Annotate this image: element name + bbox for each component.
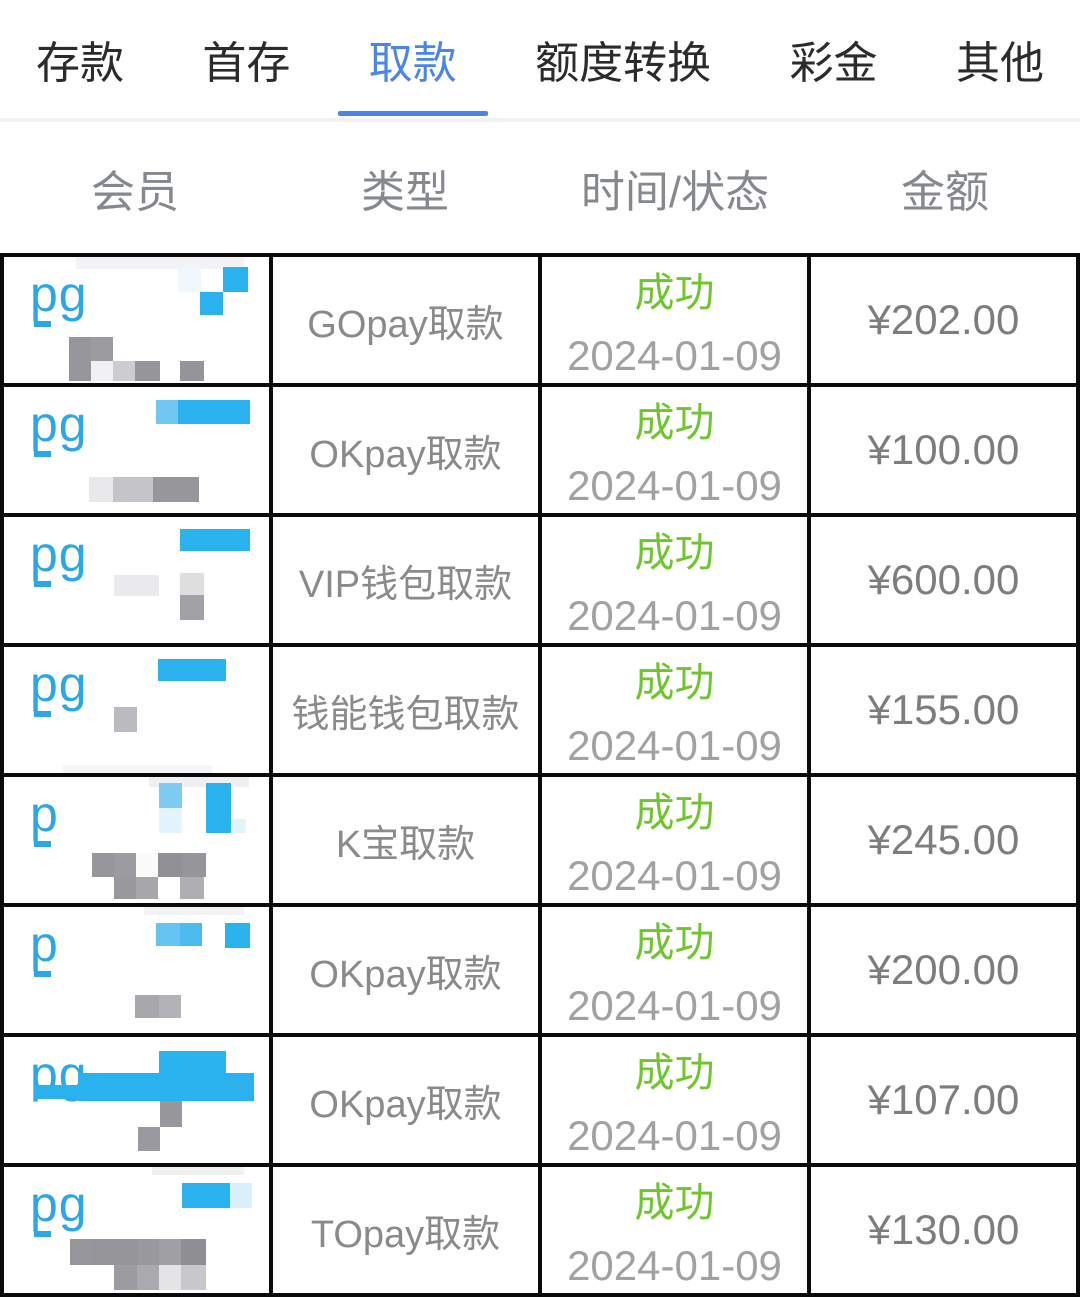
tab-bar: 存款 首存 取款 额度转换 彩金 其他 [0, 0, 1080, 118]
tab-quota-transfer[interactable]: 额度转换 [535, 0, 711, 118]
header-time-status: 时间/状态 [580, 167, 770, 217]
status-date: 2024-01-09 [567, 1112, 782, 1159]
member-name-visible: pg [30, 656, 88, 712]
amount-cell: ¥200.00 [811, 907, 1076, 1033]
active-tab-underline [337, 111, 488, 116]
member-cell: pg [4, 257, 269, 383]
status-cell: 成功 2024-01-09 [542, 1037, 807, 1163]
withdrawal-records-table: pg GOpay取款 成功 2024-01-09 ¥202.00 pg OKpa… [0, 253, 1080, 1297]
tab-label: 其他 [955, 39, 1044, 88]
member-name-visible: pg [30, 526, 88, 582]
status-text: 成功 [634, 921, 715, 965]
member-cell: p [4, 777, 269, 903]
member-name-visible: p [30, 916, 59, 972]
amount-cell: ¥202.00 [811, 257, 1076, 383]
amount-cell: ¥600.00 [811, 517, 1076, 643]
member-cell: pg [4, 1037, 269, 1163]
header-type: 类型 [361, 167, 449, 217]
type-cell: GOpay取款 [273, 257, 538, 383]
tab-withdrawal[interactable]: 取款 [337, 0, 488, 118]
header-amount: 金额 [901, 167, 989, 217]
redaction-mosaic [4, 907, 269, 1033]
status-text: 成功 [634, 1181, 715, 1225]
table-header-row: 会员 类型 时间/状态 金额 [0, 122, 1080, 253]
status-text: 成功 [634, 661, 715, 705]
type-cell: OKpay取款 [273, 907, 538, 1033]
redaction-mosaic [4, 777, 269, 903]
status-date: 2024-01-09 [567, 982, 782, 1029]
member-cell: pg [4, 647, 269, 773]
tab-deposit[interactable]: 存款 [36, 0, 124, 118]
header-member: 会员 [91, 167, 179, 217]
tab-bonus[interactable]: 彩金 [790, 0, 878, 118]
status-date: 2024-01-09 [567, 852, 782, 899]
member-cell: pg [4, 1167, 269, 1293]
status-cell: 成功 2024-01-09 [542, 647, 807, 773]
tab-label: 首存 [202, 39, 291, 88]
type-cell: VIP钱包取款 [273, 517, 538, 643]
redaction-mosaic [4, 1167, 269, 1293]
member-name-visible: p [30, 786, 59, 842]
tab-other[interactable]: 其他 [956, 0, 1044, 118]
status-date: 2024-01-09 [567, 592, 782, 639]
member-cell: pg [4, 387, 269, 513]
member-name-visible: pg [30, 266, 88, 322]
tab-first-deposit[interactable]: 首存 [202, 0, 290, 118]
amount-cell: ¥155.00 [811, 647, 1076, 773]
member-name-visible: pg [30, 396, 88, 452]
member-cell: pg [4, 517, 269, 643]
redaction-mosaic [4, 1037, 269, 1163]
status-text: 成功 [634, 531, 715, 575]
amount-cell: ¥107.00 [811, 1037, 1076, 1163]
amount-cell: ¥100.00 [811, 387, 1076, 513]
status-text: 成功 [634, 1051, 715, 1095]
tab-label: 存款 [36, 39, 124, 88]
tab-bar-divider [0, 118, 1080, 122]
redaction-mosaic [4, 387, 269, 513]
amount-cell: ¥130.00 [811, 1167, 1076, 1293]
status-cell: 成功 2024-01-09 [542, 257, 807, 383]
status-cell: 成功 2024-01-09 [542, 387, 807, 513]
status-text: 成功 [634, 791, 715, 835]
status-cell: 成功 2024-01-09 [542, 907, 807, 1033]
amount-cell: ¥245.00 [811, 777, 1076, 903]
status-date: 2024-01-09 [567, 722, 782, 769]
redaction-mosaic [4, 517, 269, 643]
tab-label: 取款 [368, 39, 457, 88]
member-name-visible: pg [30, 1176, 88, 1232]
status-cell: 成功 2024-01-09 [542, 1167, 807, 1293]
type-cell: K宝取款 [273, 777, 538, 903]
type-cell: OKpay取款 [273, 1037, 538, 1163]
type-cell: 钱能钱包取款 [273, 647, 538, 773]
type-cell: OKpay取款 [273, 387, 538, 513]
status-cell: 成功 2024-01-09 [542, 517, 807, 643]
status-date: 2024-01-09 [567, 332, 782, 379]
type-cell: TOpay取款 [273, 1167, 538, 1293]
status-date: 2024-01-09 [567, 1242, 782, 1289]
tab-label: 彩金 [789, 39, 878, 88]
status-text: 成功 [634, 271, 715, 315]
tab-label: 额度转换 [535, 39, 712, 88]
status-cell: 成功 2024-01-09 [542, 777, 807, 903]
status-text: 成功 [634, 401, 715, 445]
member-cell: p [4, 907, 269, 1033]
redaction-mosaic [4, 257, 269, 383]
status-date: 2024-01-09 [567, 462, 782, 509]
redaction-mosaic [4, 647, 269, 773]
